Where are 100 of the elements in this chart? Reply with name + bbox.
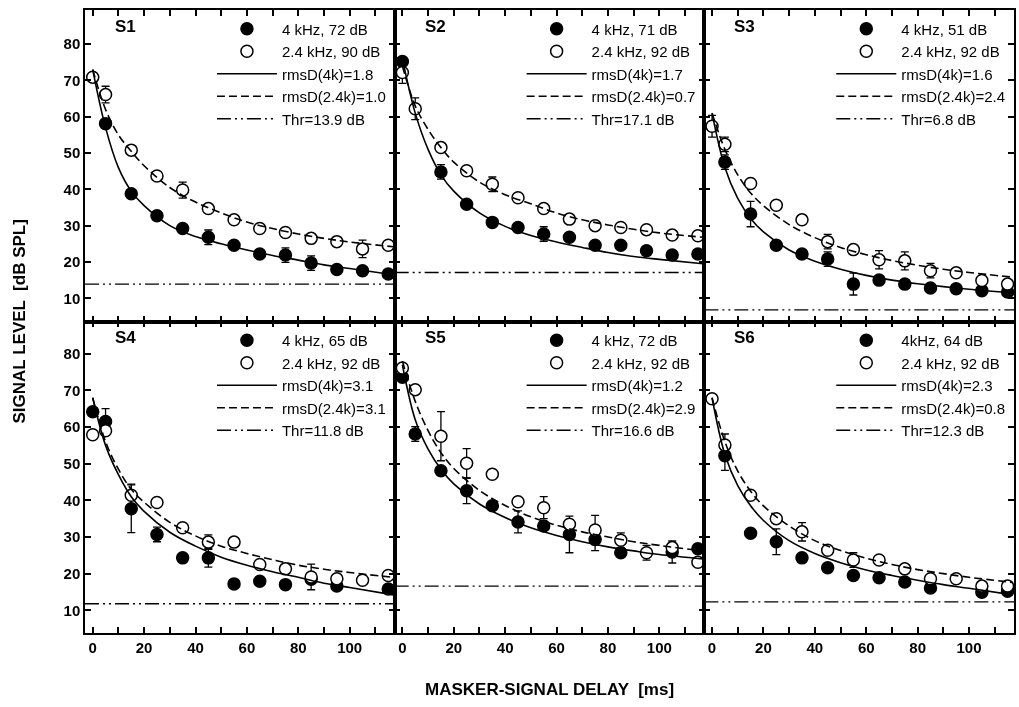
x-tick-label: 0	[707, 638, 717, 656]
y-tick-label: 20	[63, 564, 81, 582]
point	[1000, 579, 1014, 593]
point	[562, 212, 577, 226]
legend-label: rmsD(4k)=1.6	[901, 65, 993, 83]
point	[536, 500, 551, 515]
y-tick-label: 30	[63, 528, 81, 546]
point	[485, 467, 500, 482]
legend-label: 4 kHz, 71 dB	[591, 20, 678, 38]
point	[304, 231, 318, 246]
y-tick-label: 80	[63, 345, 81, 362]
chart-title: S1	[115, 17, 136, 36]
point	[898, 277, 912, 291]
legend-label: rmsD(4k)=1.7	[591, 65, 683, 83]
y-tick-label: 70	[63, 71, 81, 89]
point	[795, 551, 809, 565]
point	[769, 511, 784, 526]
point	[795, 247, 809, 261]
point	[639, 243, 654, 258]
point	[381, 238, 395, 252]
y-tick-label: 80	[63, 35, 81, 53]
point	[253, 574, 267, 589]
point	[1000, 277, 1014, 291]
chart-title: S6	[734, 328, 755, 347]
point	[820, 561, 835, 575]
x-tick-label: 100	[646, 638, 672, 656]
point	[434, 429, 448, 443]
y-tick-label: 40	[63, 180, 81, 198]
point	[872, 553, 886, 567]
y-tick-label: 10	[63, 289, 81, 307]
point	[511, 495, 525, 509]
point	[588, 523, 602, 537]
x-tick-label: 80	[599, 638, 617, 656]
point	[355, 573, 370, 587]
legend-label: Thr=16.6 dB	[591, 422, 675, 440]
legend-label: rmsD(4k)=1.2	[591, 377, 683, 395]
point	[201, 201, 216, 216]
point	[227, 577, 241, 591]
point	[769, 535, 784, 549]
legend-label: 4 kHz, 65 dB	[281, 332, 368, 350]
point	[743, 176, 758, 191]
point	[278, 577, 293, 592]
legend-label: rmsD(2.4k)=0.7	[591, 88, 696, 106]
x-tick-label: 20	[445, 638, 463, 656]
point	[898, 575, 912, 589]
point	[536, 519, 551, 533]
point	[872, 273, 886, 287]
legend-label: Thr=17.1 dB	[591, 110, 675, 128]
point	[227, 213, 241, 227]
legend-label: rmsD(4k)=2.3	[901, 377, 993, 395]
point	[459, 456, 474, 471]
point	[614, 238, 628, 252]
y-tick-label: 30	[63, 216, 81, 234]
y-tick-label: 60	[63, 418, 81, 436]
point	[665, 248, 679, 262]
legend-label: rmsD(2.4k)=0.8	[901, 399, 1006, 417]
point	[820, 543, 835, 557]
legend-label: Thr=11.8 dB	[281, 422, 364, 440]
y-tick-label: 70	[63, 381, 81, 399]
point	[330, 572, 344, 586]
y-tick-label: 20	[63, 253, 81, 271]
point	[459, 164, 474, 178]
legend-label: 4 kHz, 72 dB	[591, 332, 678, 350]
legend-label: 4 kHz, 51 dB	[901, 20, 988, 38]
point	[975, 273, 989, 288]
legend-label: Thr=6.8 dB	[901, 110, 976, 128]
legend-label: 2.4 kHz, 90 dB	[281, 43, 381, 61]
point	[949, 572, 963, 586]
point	[485, 215, 500, 230]
y-tick-label: 50	[63, 454, 81, 472]
x-tick-label: 40	[187, 638, 204, 656]
legend-label: Thr=12.3 dB	[901, 422, 985, 440]
legend-label: 2.4 kHz, 92 dB	[901, 43, 1000, 61]
x-tick-label: 100	[956, 638, 982, 656]
point	[124, 502, 139, 516]
y-tick-label: 50	[63, 144, 81, 162]
x-tick-label: 0	[398, 638, 407, 656]
point	[175, 221, 190, 236]
legend-label: rmsD(2.4k)=3.1	[281, 399, 386, 417]
point	[330, 262, 344, 277]
x-axis-title: MASKER-SIGNAL DELAY [ms]	[425, 680, 675, 699]
point	[795, 213, 809, 227]
y-axis-title: SIGNAL LEVEL [dB SPL]	[10, 219, 30, 424]
point	[175, 551, 190, 565]
legend-label: rmsD(2.4k)=1.0	[281, 88, 386, 106]
chart-title: S2	[425, 17, 446, 36]
x-tick-label: 60	[548, 638, 565, 656]
x-tick-label: 100	[337, 638, 363, 656]
legend-label: 4 kHz, 72 dB	[281, 20, 368, 38]
point	[588, 238, 602, 252]
point	[846, 568, 861, 583]
point	[846, 277, 861, 291]
y-tick-label: 40	[63, 491, 81, 509]
x-tick-label: 20	[755, 638, 772, 656]
point	[227, 535, 241, 549]
x-tick-label: 20	[135, 638, 153, 656]
x-tick-label: 40	[496, 638, 514, 656]
point	[665, 540, 679, 555]
legend-label: 2.4 kHz, 92 dB	[281, 354, 381, 372]
chart-title: S4	[115, 328, 137, 347]
